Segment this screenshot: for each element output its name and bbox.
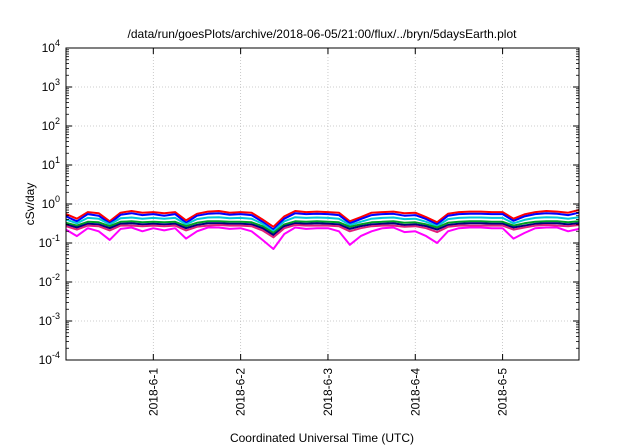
series-line-6 [65, 224, 580, 239]
series-line-2 [65, 211, 580, 231]
x-tick-label: 2018-6-3 [321, 368, 335, 416]
x-tick-label: 2018-6-2 [234, 368, 248, 416]
y-tick-label: 10-4 [39, 350, 60, 367]
tick-layer: 10-4 10-3 10-2 10-1 100 101 102 103 104 2018-6-1 2… [39, 38, 579, 416]
y-tick-label: 10-1 [39, 233, 60, 250]
y-tick-label: 103 [42, 77, 60, 94]
grid-layer [66, 48, 579, 360]
y-tick-label: 10-3 [39, 311, 60, 328]
plot-frame [65, 47, 580, 361]
x-axis-label: Coordinated Universal Time (UTC) [230, 431, 414, 445]
y-tick-label: 100 [42, 194, 60, 211]
chart-title: /data/run/goesPlots/archive/2018-06-05/2… [128, 27, 518, 41]
y-tick-label: 10-2 [39, 272, 60, 289]
y-tick-label: 101 [42, 155, 60, 172]
y-tick-label: 102 [42, 116, 60, 133]
y-tick-label: 104 [42, 38, 60, 55]
series-layer [65, 209, 580, 250]
series-line-4 [65, 220, 580, 234]
series-line-1 [65, 209, 580, 228]
series-line-7 [65, 226, 580, 250]
x-tick-label: 2018-6-4 [408, 368, 422, 416]
y-axis-label: cSv/day [23, 183, 37, 226]
series-line-5 [65, 222, 580, 236]
series-line-3 [65, 216, 580, 233]
x-tick-label: 2018-6-1 [146, 368, 160, 416]
x-tick-label: 2018-6-5 [496, 368, 510, 416]
